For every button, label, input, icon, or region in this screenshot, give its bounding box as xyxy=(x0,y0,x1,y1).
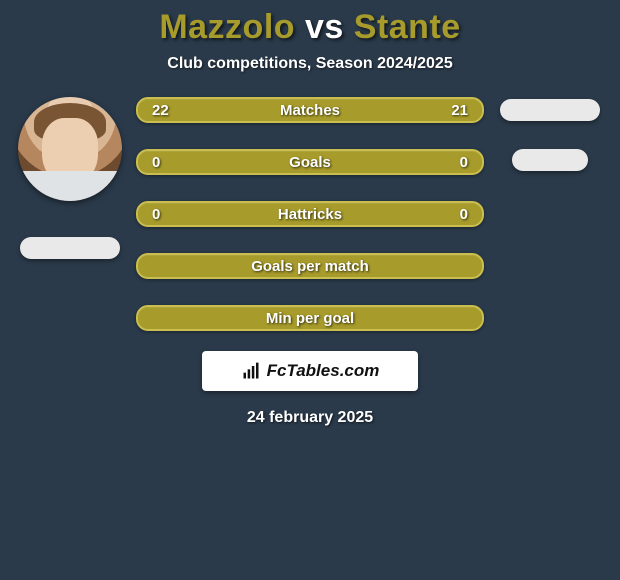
stat-label: Min per goal xyxy=(138,310,482,327)
stat-left-value: 0 xyxy=(152,154,160,171)
stat-right-value: 0 xyxy=(460,154,468,171)
stat-label: Goals xyxy=(138,154,482,171)
watermark-text: FcTables.com xyxy=(267,361,380,381)
right-player-column xyxy=(490,97,610,331)
subtitle: Club competitions, Season 2024/2025 xyxy=(0,55,620,73)
player1-club-pill xyxy=(20,237,120,259)
left-player-column xyxy=(10,97,130,331)
stat-left-value: 22 xyxy=(152,102,169,119)
watermark: FcTables.com xyxy=(202,351,418,391)
bar-chart-icon xyxy=(241,361,261,381)
stat-row-matches: 22 Matches 21 xyxy=(136,97,484,123)
vs-word: vs xyxy=(305,8,344,46)
player2-club-pill-1 xyxy=(500,99,600,121)
comparison-card: Mazzolo vs Stante Club competitions, Sea… xyxy=(0,0,620,580)
player1-avatar xyxy=(18,97,122,201)
stat-row-hattricks: 0 Hattricks 0 xyxy=(136,201,484,227)
footer-date: 24 february 2025 xyxy=(0,409,620,427)
stat-row-goals-per-match: Goals per match xyxy=(136,253,484,279)
stat-right-value: 21 xyxy=(451,102,468,119)
main-row: 22 Matches 21 0 Goals 0 0 Hattricks 0 Go… xyxy=(0,97,620,331)
stats-column: 22 Matches 21 0 Goals 0 0 Hattricks 0 Go… xyxy=(130,97,490,331)
stat-label: Goals per match xyxy=(138,258,482,275)
stat-left-value: 0 xyxy=(152,206,160,223)
stat-label: Hattricks xyxy=(138,206,482,223)
player1-name: Mazzolo xyxy=(159,8,295,46)
stat-row-min-per-goal: Min per goal xyxy=(136,305,484,331)
stat-label: Matches xyxy=(138,102,482,119)
avatar-shirt xyxy=(18,171,122,201)
page-title: Mazzolo vs Stante xyxy=(0,0,620,47)
stat-row-goals: 0 Goals 0 xyxy=(136,149,484,175)
player2-name: Stante xyxy=(354,8,461,46)
player2-club-pill-2 xyxy=(512,149,588,171)
stat-right-value: 0 xyxy=(460,206,468,223)
